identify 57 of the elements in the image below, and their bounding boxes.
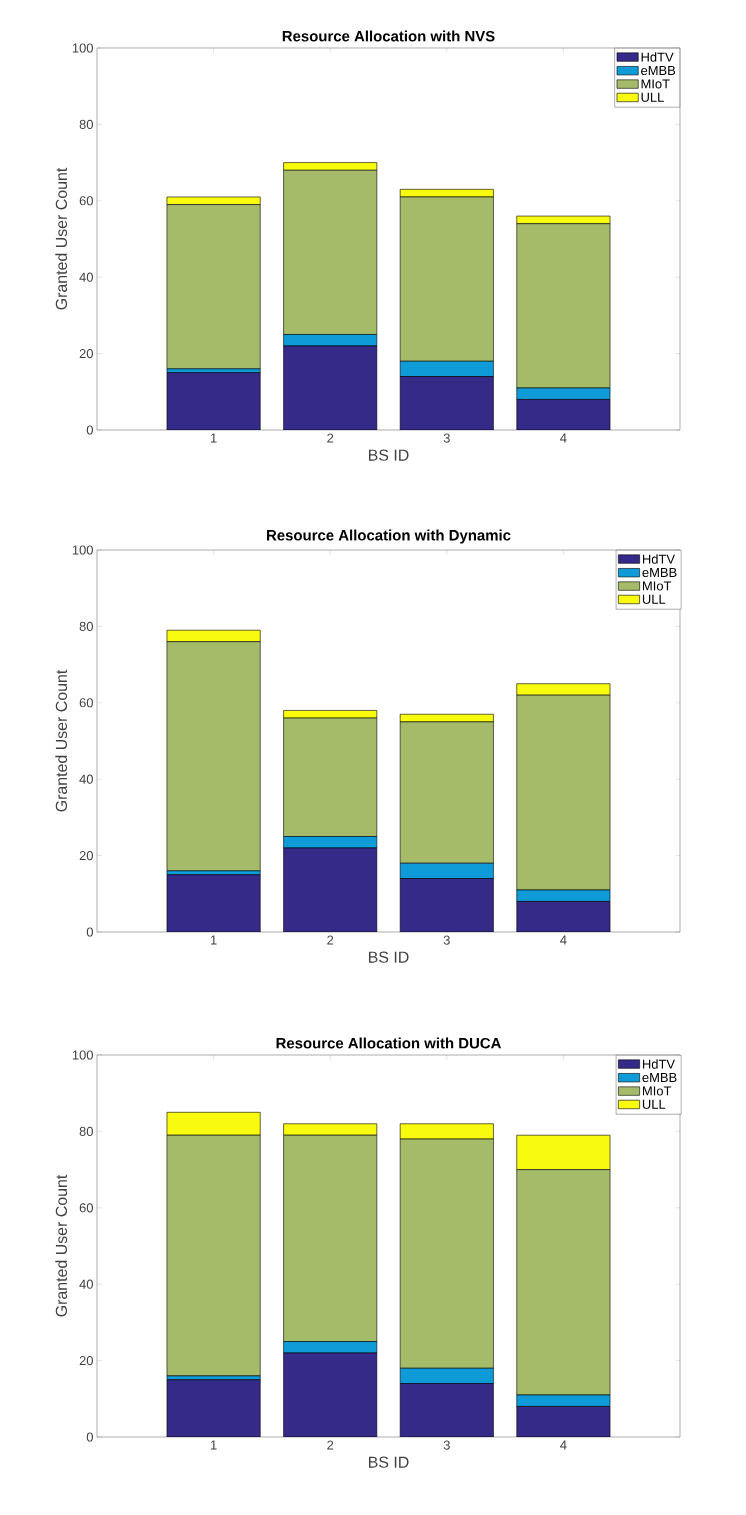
legend-label: eMBB [642,568,677,578]
y-tick-label: 60 [79,1203,93,1213]
x-tick-label: 2 [327,433,334,443]
y-axis-title: Granted User Count [55,1174,68,1317]
bar [283,1352,377,1437]
y-tick-label: 80 [79,1126,93,1136]
y-tick-label: 0 [86,927,93,937]
x-axis-title: BS ID [369,951,409,963]
bar [400,1383,494,1437]
x-tick-label: 1 [210,935,217,945]
x-tick-label: 4 [560,935,567,945]
y-tick-label: 80 [79,119,93,129]
y-tick-label: 20 [79,1356,93,1366]
x-tick-label: 2 [327,935,334,945]
x-axis-title: BS ID [369,449,409,461]
x-tick-label: 4 [560,1440,567,1450]
legend-label: MIoT [641,79,670,89]
x-tick-label: 2 [327,1440,334,1450]
legend-label: HdTV [641,52,674,62]
y-tick-label: 40 [79,272,93,282]
x-tick-label: 1 [210,433,217,443]
y-tick-label: 20 [79,851,93,861]
bar [166,372,261,430]
y-tick-label: 60 [79,698,93,708]
legend-label: eMBB [641,66,676,76]
legend-label: ULL [642,594,666,604]
chart-title: Resource Allocation with Dynamic [267,529,511,544]
chart-title: Resource Allocation with NVS [282,30,495,42]
legend-label: MIoT [642,1086,672,1096]
y-tick-label: 80 [79,621,93,631]
bar [516,1406,611,1437]
legend-label: HdTV [642,1059,675,1069]
y-tick-label: 20 [79,349,93,359]
y-tick-label: 40 [79,774,93,784]
x-axis-title: BS ID [369,1456,409,1468]
y-tick-label: 100 [72,43,93,53]
y-tick-label: 60 [79,196,93,206]
legend-label: eMBB [642,1073,677,1083]
x-tick-label: 1 [210,1440,217,1450]
y-tick-label: 0 [86,1432,93,1442]
bar [166,874,261,932]
bar [166,1379,261,1437]
legend-label: ULL [641,92,664,102]
x-tick-label: 4 [560,433,567,443]
y-tick-label: 100 [72,545,93,555]
x-tick-label: 3 [443,1440,450,1450]
y-axis-title: Granted User Count [55,669,68,812]
chart-title: Resource Allocation with DUCA [276,1037,502,1049]
y-tick-label: 100 [72,1050,93,1060]
y-axis-title: Granted User Count [55,167,68,310]
legend-label: ULL [642,1099,666,1109]
x-tick-label: 3 [443,935,450,945]
legend-label: MIoT [642,581,672,591]
y-tick-label: 0 [86,425,93,435]
y-tick-label: 40 [79,1279,93,1289]
x-tick-label: 3 [443,433,450,443]
legend-label: HdTV [642,554,675,564]
